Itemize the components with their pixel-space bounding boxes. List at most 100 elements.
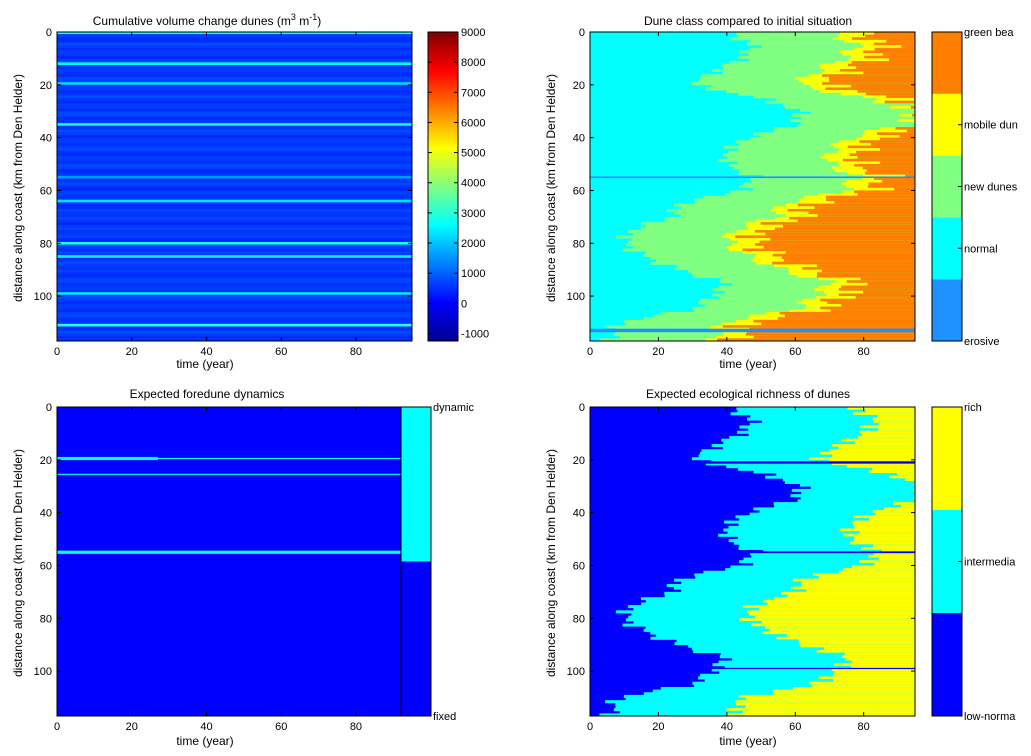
heatmap-cell-green-beach	[866, 92, 915, 96]
heatmap-cell-green-beach	[755, 243, 915, 247]
heatmap-cell-mobile	[818, 285, 842, 289]
heatmap-cell-mobile	[755, 261, 773, 265]
heatmap-cell-rich	[781, 591, 915, 595]
heatmap-cell-green-beach	[905, 174, 915, 178]
heatmap-cell-intermediate	[746, 417, 915, 421]
heatmap-cell-intermediate	[726, 465, 915, 469]
heatmap-row	[57, 256, 412, 260]
heatmap-cell-rich	[858, 436, 915, 440]
heatmap-cell-green-beach	[864, 55, 915, 59]
heatmap-cell-green-beach	[855, 296, 915, 300]
x-tick-label: 20	[652, 721, 664, 733]
heatmap-cell-green-beach	[775, 227, 915, 231]
heatmap-dynamic-band	[57, 550, 412, 554]
heatmap-cell-rich	[801, 581, 915, 585]
colorbar-tick-label: green bea	[964, 27, 1014, 39]
heatmap-cell-new-dunes	[739, 50, 915, 54]
heatmap-cell-mobile	[746, 224, 783, 228]
heatmap-cell-green-beach	[779, 311, 915, 315]
heatmap-cell-intermediate	[695, 576, 915, 580]
heatmap-cell-mobile	[770, 208, 788, 212]
y-tick-label: 40	[573, 133, 585, 145]
heatmap-cell-new-dunes	[748, 58, 915, 62]
heatmap-row	[57, 63, 412, 67]
heatmap-cell-rich	[776, 636, 915, 640]
heatmap-cell-mobile	[716, 335, 754, 339]
heatmap-cell-intermediate	[738, 467, 915, 471]
heatmap-cell-green-beach	[797, 219, 915, 223]
heatmap-cell-green-beach	[777, 317, 915, 321]
heatmap-cell-mobile	[815, 296, 856, 300]
heatmap-cell-green-beach	[873, 42, 915, 46]
heatmap-cell-intermediate	[698, 454, 915, 458]
heatmap-row	[57, 39, 412, 43]
heatmap-cell-intermediate	[739, 560, 915, 564]
heatmap-cell-new-dunes	[739, 169, 915, 173]
heatmap-cell-mobile	[843, 53, 883, 57]
heatmap-cell-green-beach	[787, 208, 915, 212]
heatmap-cell-green-beach	[808, 211, 915, 215]
heatmap-cell-mobile	[723, 333, 746, 337]
heatmap-cell-mobile	[788, 267, 803, 271]
heatmap-cell-mobile	[834, 61, 852, 65]
heatmap-cell-intermediate	[797, 499, 915, 503]
heatmap-row	[57, 272, 412, 276]
heatmap-cell-rich	[833, 679, 915, 683]
heatmap-cell-green-beach	[846, 280, 915, 284]
heatmap-cell-rich	[798, 639, 915, 643]
ecology-colorbar: low-norma intermedia rich	[931, 402, 1016, 723]
heatmap-cell-green-beach	[838, 288, 915, 292]
heatmap-cell-rich	[742, 605, 915, 609]
heatmap-cell-new-dunes	[730, 190, 915, 194]
colorbar-gradient	[427, 31, 459, 342]
heatmap-cell-rich	[881, 549, 915, 553]
heatmap-cell-mobile	[853, 187, 895, 191]
heatmap-dynamic-band	[57, 456, 158, 461]
heatmap-cell-mobile	[837, 150, 857, 154]
heatmap-cell-mobile	[834, 169, 867, 173]
heatmap-cell-rich	[843, 533, 915, 537]
dune-class-axes: 0 20 40 60 80 0 20 40 60 80 100	[567, 27, 916, 358]
heatmap-cell-intermediate	[739, 544, 915, 548]
heatmap-cell-green-beach	[814, 206, 915, 210]
heatmap-cell-mobile	[841, 182, 869, 186]
y-tick-label: 60	[40, 185, 52, 197]
heatmap-cell-green-beach	[820, 306, 915, 310]
heatmap-cell-rich	[854, 539, 915, 543]
heatmap-stripe	[57, 199, 412, 203]
heatmap-cell-green-beach	[880, 148, 915, 152]
heatmap-cell-green-beach	[841, 304, 915, 308]
heatmap-row	[57, 161, 412, 165]
heatmap-row	[57, 306, 412, 310]
heatmap-cell-intermediate	[749, 422, 915, 426]
heatmap-cell-rich	[854, 525, 915, 529]
heatmap-cell-intermediate	[691, 647, 915, 651]
heatmap-cell-mobile	[843, 39, 887, 43]
heatmap-cell-rich	[806, 589, 915, 593]
colorbar-segment	[932, 613, 962, 716]
heatmap-cell-new-dunes	[784, 105, 915, 109]
heatmap-cell-new-dunes	[751, 179, 915, 183]
heatmap-cell-rich	[809, 681, 915, 685]
heatmap-cell-mobile	[810, 84, 852, 88]
heatmap-cell-mobile	[804, 195, 827, 199]
colorbar-tick-label: 5000	[461, 148, 485, 160]
x-tick-label: 80	[858, 721, 870, 733]
heatmap-cell-rich	[824, 647, 915, 651]
heatmap-row	[57, 92, 412, 96]
heatmap-cell-green-beach	[853, 190, 915, 194]
heatmap-cell-rich	[893, 502, 915, 506]
heatmap-row	[57, 285, 412, 289]
heatmap-cell-new-dunes	[776, 98, 915, 102]
heatmap-cell-rich	[860, 430, 915, 434]
colorbar-tick-label: 1000	[461, 268, 485, 280]
heatmap-cell-rich	[727, 713, 915, 717]
heatmap-cell-green-beach	[842, 158, 915, 162]
heatmap-cell-mobile	[722, 235, 736, 239]
y-tick-label: 80	[573, 613, 585, 625]
heatmap-cell-green-beach	[857, 90, 915, 94]
heatmap-row	[57, 148, 412, 152]
heatmap-cell-rich	[900, 504, 915, 508]
heatmap-cell-new-dunes	[737, 34, 915, 38]
heatmap-row	[57, 71, 412, 75]
